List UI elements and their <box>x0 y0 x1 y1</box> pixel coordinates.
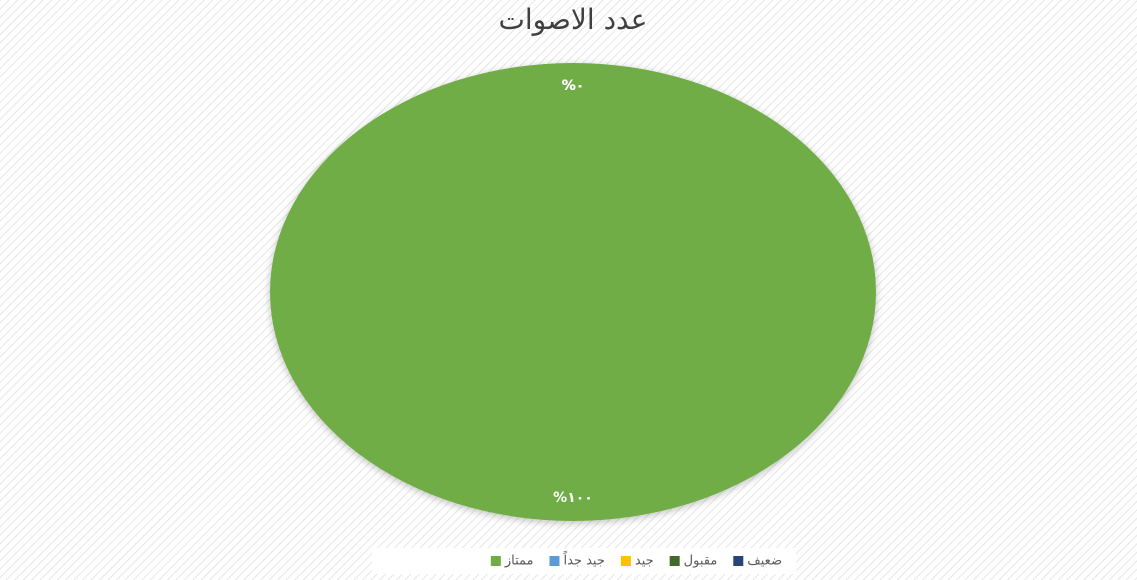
legend-label: جيد <box>635 554 654 569</box>
data-label: %٠ <box>562 78 585 94</box>
pie-slice <box>270 63 876 521</box>
data-label: %٠ <box>562 78 585 94</box>
legend-swatch <box>490 556 501 566</box>
data-label: %٠ <box>562 78 585 94</box>
pie <box>270 63 876 521</box>
legend-label: مقبول <box>684 554 718 569</box>
legend-label: جيد جداً <box>563 551 605 569</box>
legend-box <box>372 548 796 574</box>
data-label: %١٠٠ <box>553 490 593 506</box>
legend-label: ممتاز <box>504 554 534 569</box>
legend-swatch <box>549 556 560 566</box>
legend-swatch <box>733 556 744 566</box>
legend-swatch <box>620 556 631 566</box>
chart-title: عدد الاصوات <box>499 3 648 36</box>
legend-label: ضعيف <box>747 554 782 569</box>
data-label: %٠ <box>562 78 585 94</box>
legend-swatch <box>669 556 680 566</box>
